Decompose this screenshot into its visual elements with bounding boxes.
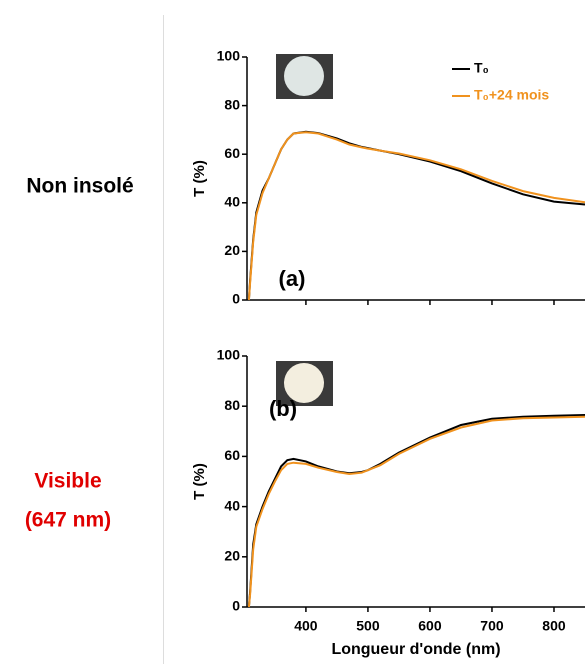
- x-tick-label: 700: [480, 618, 504, 634]
- y-tick-label: 40: [224, 194, 240, 210]
- x-tick-label: 500: [356, 618, 380, 634]
- y-tick-label: 0: [232, 598, 240, 614]
- y-tick-label: 80: [224, 96, 240, 112]
- y-tick-label: 40: [224, 497, 240, 513]
- legend-label: T₀: [474, 60, 489, 76]
- y-axis-label: T (%): [191, 160, 208, 197]
- data-line: [247, 131, 585, 301]
- x-tick-label: 800: [542, 618, 566, 634]
- y-tick-label: 100: [217, 48, 241, 64]
- y-tick-label: 60: [224, 145, 240, 161]
- y-axis-label: T (%): [191, 463, 208, 500]
- y-tick-label: 20: [224, 548, 240, 564]
- y-tick-label: 20: [224, 242, 240, 258]
- y-tick-label: 0: [232, 291, 240, 307]
- data-line: [247, 415, 585, 608]
- y-tick-label: 60: [224, 447, 240, 463]
- y-tick-label: 80: [224, 397, 240, 413]
- annotation: (b): [269, 396, 297, 421]
- row-label: Non insolé: [26, 175, 133, 198]
- inset-image: [276, 54, 333, 99]
- x-tick-label: 600: [418, 618, 442, 634]
- inset-image: [276, 361, 333, 406]
- x-axis-label: Longueur d'onde (nm): [331, 641, 500, 658]
- data-line: [247, 414, 585, 608]
- y-tick-label: 100: [217, 347, 241, 363]
- annotation: (a): [279, 266, 306, 291]
- row-label: (647 nm): [25, 509, 111, 532]
- legend-label: T₀+24 mois: [474, 87, 549, 103]
- row-label: Visible: [34, 470, 101, 493]
- x-tick-label: 400: [294, 618, 318, 634]
